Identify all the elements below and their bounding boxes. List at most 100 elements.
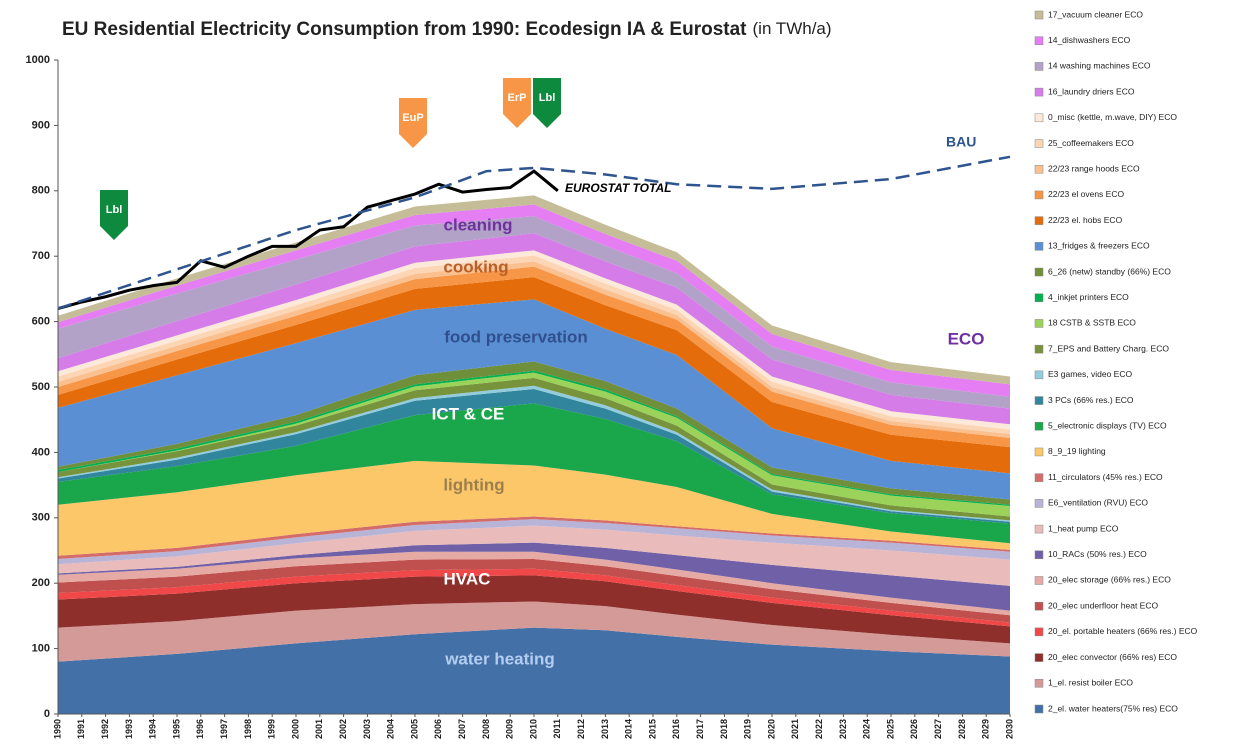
x-tick-label: 2028	[957, 719, 967, 739]
legend-swatch	[1034, 113, 1044, 123]
x-tick-label: 2018	[719, 719, 729, 739]
legend-label: 14 washing machines ECO	[1048, 61, 1151, 71]
legend-label: 16_laundry driers ECO	[1048, 86, 1135, 96]
y-tick-label: 500	[32, 381, 50, 393]
legend-swatch	[1034, 87, 1044, 97]
x-tick-label: 2012	[576, 719, 586, 739]
x-tick-label: 2014	[624, 719, 634, 739]
area	[58, 299, 1010, 500]
legend-swatch	[1034, 319, 1044, 328]
line	[57, 169, 559, 310]
legend-label: 20_elec convector (66% res) ECO	[1048, 652, 1177, 662]
legend-swatch	[1034, 36, 1044, 45]
area	[58, 195, 1010, 385]
x-tick-label: 2020	[766, 719, 776, 739]
flag	[399, 98, 427, 148]
legend-label: 2_el. water heaters(75% res) ECO	[1048, 703, 1178, 713]
legend-swatch	[1034, 473, 1044, 482]
annotation: cleaning	[444, 215, 513, 234]
x-tick-label: 2015	[647, 719, 657, 739]
y-tick-label: 1000	[26, 54, 50, 66]
x-tick-label: 2027	[933, 719, 943, 739]
flag-label: ErP	[508, 92, 527, 104]
area	[58, 575, 1010, 644]
x-tick-label: 2022	[814, 719, 824, 739]
flag-label: Lbl	[106, 204, 123, 216]
legend-label: E3 games, video ECO	[1048, 369, 1132, 379]
flag	[503, 78, 531, 128]
x-tick-label: 1996	[195, 719, 205, 739]
legend-swatch	[1034, 190, 1044, 200]
x-tick-label: 2002	[338, 719, 348, 739]
area	[58, 519, 1010, 565]
x-tick-label: 1994	[148, 719, 158, 739]
annotation: HVAC	[444, 569, 491, 588]
area	[58, 216, 1010, 409]
y-tick-label: 200	[32, 577, 50, 589]
x-tick-label: 2016	[671, 719, 681, 739]
legend-swatch	[1034, 679, 1044, 688]
legend-swatch	[1034, 550, 1044, 560]
x-tick-label: 2030	[1004, 719, 1014, 739]
legend-swatch	[1034, 267, 1044, 277]
x-tick-label: 2019	[743, 719, 753, 739]
area	[58, 372, 1010, 517]
x-tick-label: 1999	[267, 719, 277, 739]
area	[58, 377, 1010, 521]
annotation: water heating	[444, 649, 555, 668]
legend-label: 7_EPS and Battery Charg. ECO	[1048, 343, 1169, 353]
y-tick-label: 400	[32, 446, 50, 458]
x-tick-label: 2010	[528, 719, 538, 739]
x-tick-label: 2003	[362, 719, 372, 739]
legend-swatch	[1034, 499, 1044, 508]
flag	[100, 190, 128, 240]
y-tick-label: 0	[44, 708, 50, 720]
x-tick-label: 2025	[885, 719, 895, 739]
x-tick-label: 1993	[124, 719, 134, 739]
legend-swatch	[1034, 422, 1044, 431]
x-tick-label: 1991	[76, 719, 86, 739]
legend-label: 11_circulators (45% res.) ECO	[1048, 472, 1163, 482]
legend-label: 14_dishwashers ECO	[1048, 35, 1131, 45]
x-tick-label: 2011	[552, 719, 562, 739]
legend-swatch	[1034, 447, 1044, 457]
legend-label: 10_RACs (50% res.) ECO	[1048, 549, 1147, 559]
legend-swatch	[1034, 576, 1044, 585]
area	[58, 361, 1010, 505]
x-tick-label: 2008	[481, 719, 491, 739]
x-tick-label: 2029	[981, 719, 991, 739]
legend-swatch	[1034, 62, 1044, 71]
legend-label: 1_heat pump ECO	[1048, 523, 1119, 533]
x-tick-label: 2024	[862, 719, 872, 739]
legend-swatch	[1034, 344, 1044, 354]
area	[58, 266, 1010, 448]
legend-swatch	[1034, 293, 1044, 302]
area	[58, 627, 1010, 714]
legend-swatch	[1034, 601, 1044, 611]
legend-label: 17_vacuum cleaner ECO	[1048, 9, 1143, 19]
legend-label: 5_electronic displays (TV) ECO	[1048, 421, 1167, 431]
legend-swatch	[1034, 524, 1044, 534]
x-tick-label: 2007	[457, 719, 467, 739]
y-tick-label: 700	[32, 250, 50, 262]
legend-label: 18 CSTB & SSTB ECO	[1048, 318, 1136, 328]
legend-label: 4_inkjet printers ECO	[1048, 292, 1129, 302]
legend-swatch	[1034, 396, 1044, 405]
legend-label: 8_9_19 lighting	[1048, 446, 1106, 456]
annotation: lighting	[443, 475, 504, 494]
annotation: ECO	[948, 329, 985, 348]
area	[58, 601, 1010, 662]
legend-swatch	[1034, 653, 1044, 662]
area	[58, 516, 1010, 560]
x-tick-label: 2004	[386, 719, 396, 739]
area	[58, 233, 1010, 425]
annotation: ICT & CE	[432, 404, 505, 423]
x-tick-label: 2021	[790, 719, 800, 739]
x-tick-label: 2009	[505, 719, 515, 739]
legend-swatch	[1034, 216, 1044, 225]
x-tick-label: 1997	[219, 719, 229, 739]
y-tick-label: 600	[32, 316, 50, 328]
area	[58, 559, 1010, 623]
area	[58, 568, 1010, 627]
